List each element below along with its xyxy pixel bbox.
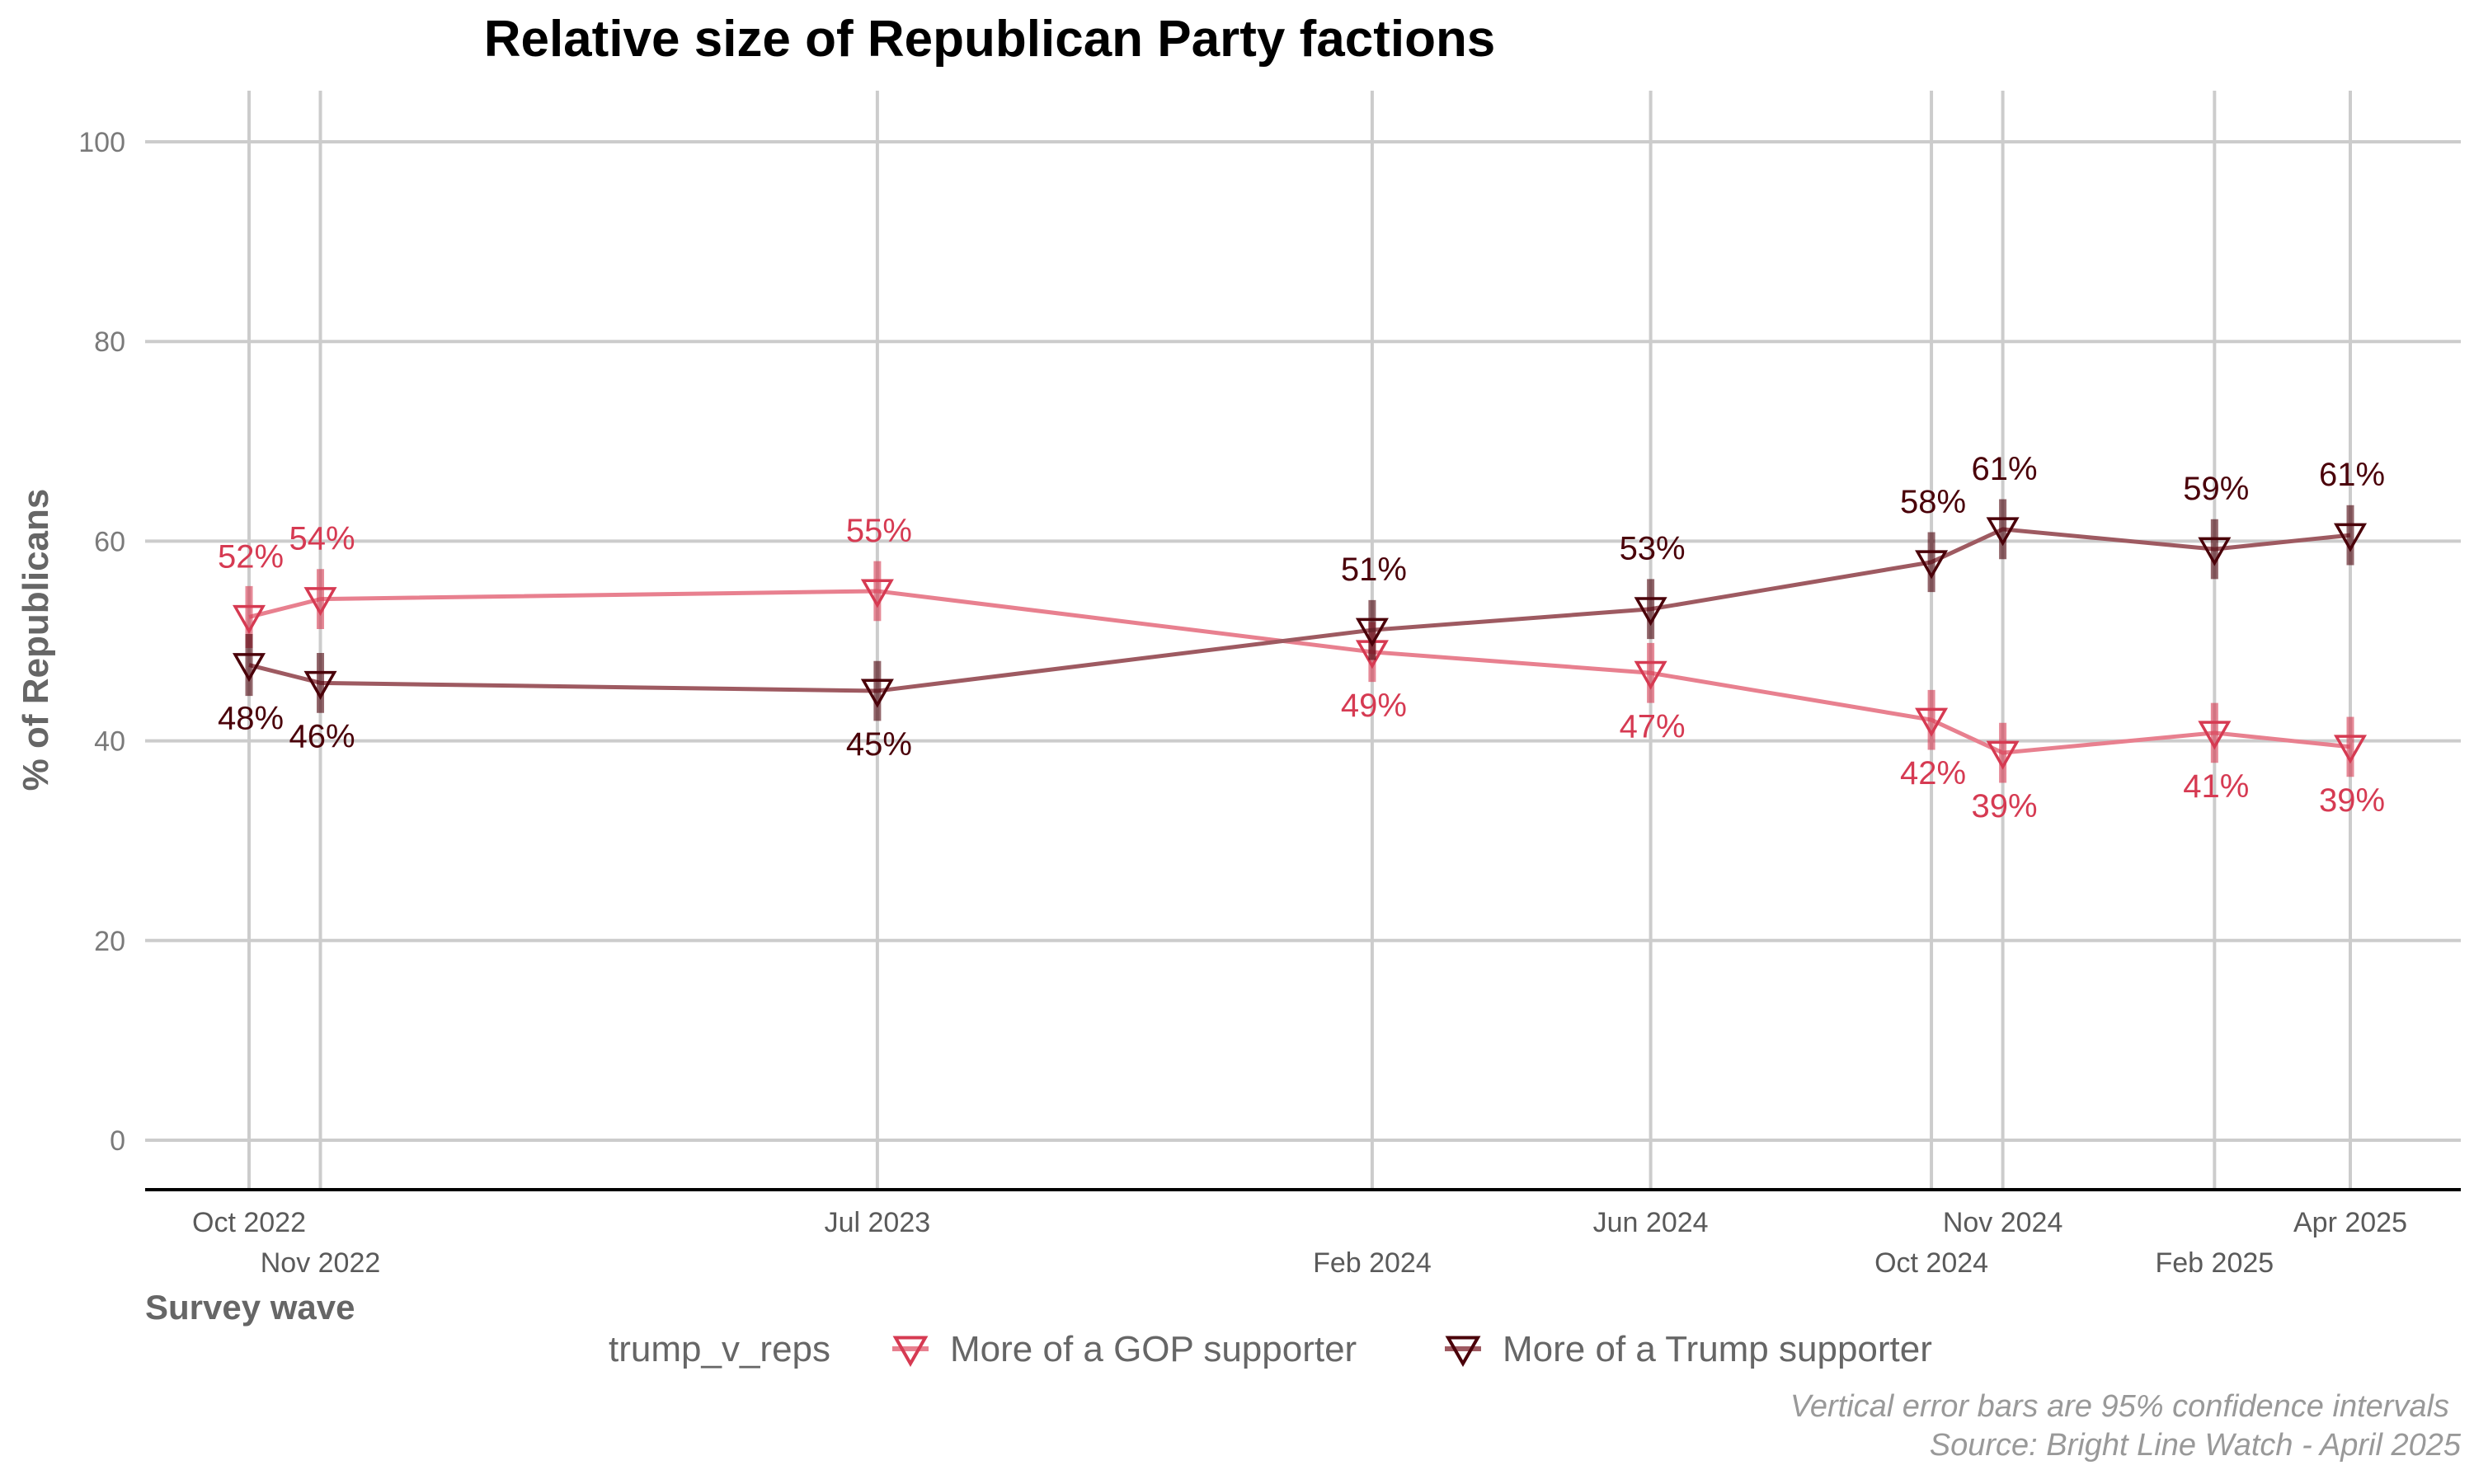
data-label: 47%: [1620, 708, 1686, 744]
legend-label: More of a Trump supporter: [1503, 1329, 1932, 1369]
x-tick-label: Feb 2025: [2156, 1247, 2274, 1279]
data-label: 49%: [1341, 688, 1407, 724]
data-label: 55%: [846, 513, 912, 549]
data-point: [303, 587, 337, 617]
data-label: 52%: [218, 538, 284, 575]
y-axis-label: % of Republicans: [16, 489, 56, 791]
data-label: 58%: [1900, 484, 1966, 520]
data-label: 48%: [218, 701, 284, 737]
data-label: 61%: [1972, 451, 2038, 487]
caption-line-2: Source: Bright Line Watch - April 2025: [1930, 1428, 2462, 1463]
legend-item: More of a GOP supporter: [892, 1329, 1357, 1369]
data-point: [1986, 740, 2020, 770]
x-tick-label: Feb 2024: [1313, 1247, 1432, 1279]
data-label: 41%: [2183, 768, 2249, 805]
data-label: 53%: [1620, 531, 1686, 567]
data-label: 39%: [1972, 788, 2038, 824]
y-tick-label: 60: [94, 526, 125, 557]
y-tick-label: 80: [94, 326, 125, 358]
legend-item: More of a Trump supporter: [1445, 1329, 1932, 1369]
x-tick-label: Oct 2024: [1874, 1247, 1988, 1279]
data-label: 45%: [846, 726, 912, 763]
data-point: [2333, 735, 2368, 764]
x-tick-label: Oct 2022: [192, 1207, 306, 1238]
data-point: [1634, 660, 1667, 690]
data-point: [1634, 597, 1667, 627]
legend-label: More of a GOP supporter: [950, 1329, 1357, 1369]
legend-marker-swatch: [1445, 1336, 1481, 1368]
series-line: [248, 589, 2351, 755]
data-point: [1355, 618, 1389, 647]
data-label: 51%: [1341, 552, 1407, 588]
data-point: [2333, 523, 2368, 552]
data-point: [860, 679, 894, 708]
x-tick-label: Nov 2024: [1943, 1207, 2063, 1238]
x-tick-label: Apr 2025: [2293, 1207, 2407, 1238]
legend: trump_v_reps More of a GOP supporter More…: [609, 1329, 1932, 1369]
chart-title: Relative size of Republican Party factio…: [484, 11, 1496, 68]
series-trump-supporter: 48% 46% 45%51%53%58%61%59% 61%: [218, 451, 2385, 763]
data-label: 59%: [2183, 471, 2249, 507]
data-point: [1915, 707, 1949, 737]
x-tick-label: Jul 2023: [825, 1207, 931, 1238]
y-tick-label: 0: [110, 1125, 125, 1157]
data-point: [1986, 517, 2020, 547]
x-tick-label: Nov 2022: [261, 1247, 381, 1279]
data-label: 61%: [2319, 457, 2385, 493]
series-line: [248, 527, 2351, 693]
data-point: [2198, 721, 2232, 750]
caption-line-1: Vertical error bars are 95% confidence i…: [1790, 1389, 2449, 1424]
data-label: 42%: [1900, 755, 1966, 791]
legend-marker-swatch: [892, 1336, 929, 1368]
y-gridlines: [145, 140, 2461, 1142]
x-gridlines: [247, 91, 2352, 1190]
data-label: 39%: [2319, 782, 2385, 819]
data-point: [860, 579, 894, 608]
series-gop-supporter: 52% 54% 55%49%47%42%39%41% 39%: [218, 513, 2385, 824]
y-tick-label: 20: [94, 926, 125, 957]
data-point: [232, 604, 266, 634]
series-layer: 52% 54% 55%49%47%42%39%41% 39%48% 46% 45%51%5…: [218, 451, 2385, 824]
y-tick-label: 40: [94, 726, 125, 758]
x-tick-label: Jun 2024: [1593, 1207, 1709, 1238]
data-label: 54%: [289, 521, 355, 557]
data-point: [2198, 537, 2232, 566]
x-tick-labels: Oct 2022 Nov 2022 Jul 2023 Feb 2024 Jun 2024…: [192, 1207, 2407, 1279]
legend-title: trump_v_reps: [609, 1329, 830, 1369]
data-point: [1915, 550, 1949, 580]
x-axis-label: Survey wave: [145, 1288, 355, 1327]
data-point: [232, 653, 266, 683]
y-tick-label: 100: [78, 127, 125, 158]
data-label: 46%: [289, 718, 355, 754]
data-point: [303, 670, 337, 700]
y-tick-labels: 0 20 40 60 80 100: [78, 127, 125, 1157]
